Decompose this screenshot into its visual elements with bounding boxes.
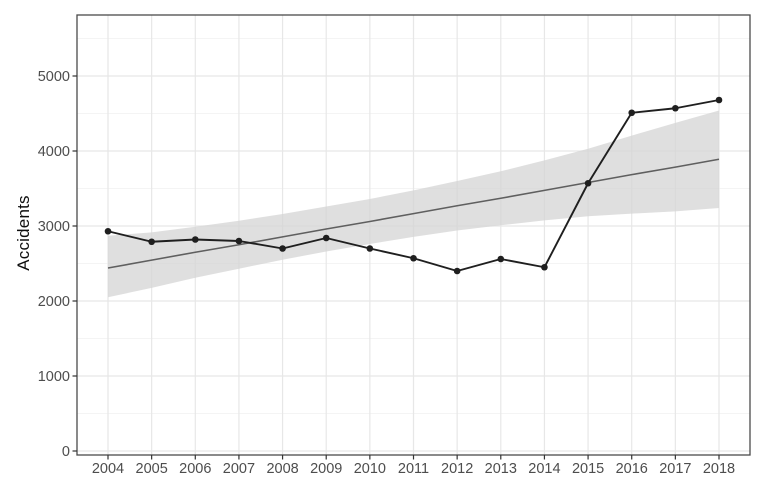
x-tick-label: 2012: [441, 461, 473, 477]
data-point-2016: [628, 109, 636, 117]
data-point-2011: [410, 254, 417, 262]
data-point-2008: [279, 245, 286, 252]
x-tick-label: 2013: [485, 461, 517, 477]
data-point-2012: [453, 267, 461, 275]
linear-trend-line: [107, 158, 720, 269]
data-point-2013: [497, 255, 505, 263]
x-tick-label: 2006: [179, 461, 211, 477]
x-tick-label: 2014: [528, 461, 560, 477]
x-tick-label: 2016: [616, 461, 648, 477]
data-point-2018: [715, 96, 723, 104]
y-tick-label: 4000: [38, 144, 70, 160]
data-point-2006: [191, 236, 199, 243]
data-point-2007: [235, 237, 243, 245]
x-tick-label: 2011: [398, 461, 429, 477]
y-tick-label: 5000: [38, 69, 70, 85]
y-tick-label: 1000: [38, 369, 70, 385]
x-tick-label: 2005: [136, 461, 168, 477]
confidence-band: [108, 110, 720, 298]
data-point-2004: [104, 227, 112, 235]
x-tick-label: 2007: [223, 461, 255, 477]
x-tick-label: 2017: [659, 461, 691, 477]
data-point-2005: [148, 238, 155, 246]
x-tick-label: 2010: [354, 461, 386, 477]
y-axis-title: Accidents: [14, 195, 33, 271]
data-point-2009: [322, 234, 330, 242]
data-point-2017: [672, 104, 679, 112]
y-tick-label: 3000: [38, 219, 70, 235]
x-tick-label: 2004: [92, 461, 124, 477]
y-tick-label: 2000: [38, 294, 70, 310]
x-tick-label: 2015: [572, 461, 604, 477]
data-point-2010: [366, 245, 374, 252]
x-tick-label: 2008: [266, 461, 298, 477]
x-tick-label: 2009: [310, 461, 342, 477]
data-point-2014: [541, 263, 548, 271]
x-tick-label: 2018: [703, 461, 735, 477]
data-point-2015: [584, 179, 592, 187]
y-tick-label: 0: [62, 444, 70, 460]
